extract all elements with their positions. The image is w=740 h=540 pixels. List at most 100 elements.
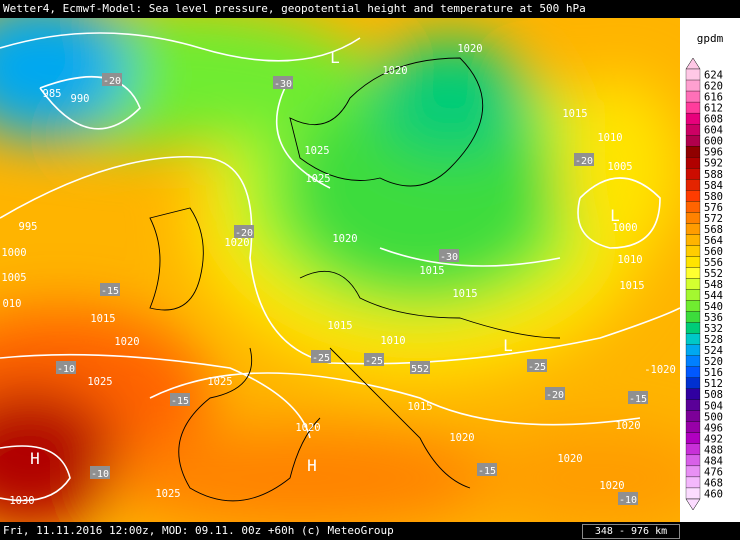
legend-level: 524	[704, 345, 723, 357]
legend-unit: gpdm	[697, 32, 724, 45]
legend-swatch	[685, 443, 701, 456]
temp-label: -15	[478, 466, 496, 477]
header-title: Wetter4, Ecmwf-Model: Sea level pressure…	[3, 2, 586, 15]
isobar-label: 1025	[304, 145, 329, 157]
isobar-label: 1020	[114, 336, 139, 348]
isobar-label: 1020	[224, 237, 249, 249]
legend-swatch	[685, 355, 701, 367]
legend-level: 584	[704, 180, 723, 192]
pressure-center: H	[307, 456, 317, 475]
isobar-label: 1000	[612, 222, 637, 234]
pressure-center: L	[503, 336, 513, 355]
map: 985 990 -20 -30 L 1020 1020 1025 1025 1015 1010 -20…	[0, 18, 680, 522]
temp-label: -10	[619, 495, 637, 506]
temp-label-box	[56, 361, 76, 374]
footer-text: Fri, 11.11.2016 12:00z, MOD: 09.11. 00z …	[3, 524, 394, 537]
legend-swatch	[685, 90, 701, 103]
legend-swatch	[685, 388, 701, 400]
legend-swatch	[685, 377, 701, 389]
legend-level: 608	[704, 114, 723, 126]
legend-swatch	[685, 476, 701, 489]
temp-label-box	[618, 492, 638, 505]
legend-level: 552	[704, 268, 723, 280]
isobar-label: 1010	[597, 132, 622, 144]
legend: gpdm 624 620 616 612 608 604 600 596 592 588 584 580…	[680, 18, 740, 522]
temp-label: -10	[91, 469, 109, 480]
isobar-label: 1010	[380, 335, 405, 347]
temp-label: -25	[528, 362, 546, 373]
legend-level: 496	[704, 422, 723, 434]
legend-level: 468	[704, 477, 723, 489]
legend-swatch	[685, 366, 701, 378]
temp-label-box	[410, 361, 430, 374]
legend-level: 556	[704, 257, 723, 269]
isobar-label: 1015	[90, 313, 115, 325]
isobar-label: 990	[71, 93, 90, 105]
legend-swatch	[685, 135, 701, 147]
legend-swatch	[685, 311, 701, 323]
legend-swatch	[685, 157, 701, 169]
legend-level: 476	[704, 466, 723, 478]
legend-level: 616	[704, 92, 723, 104]
legend-level: 532	[704, 323, 723, 335]
temp-label: -15	[171, 396, 189, 407]
isobar-label: 995	[19, 221, 38, 233]
pressure-center: H	[30, 449, 40, 468]
pressure-center: L	[330, 48, 340, 67]
isobar-label: 1025	[305, 173, 330, 185]
isobar-label: 1010	[617, 254, 642, 266]
isobar-label: 1025	[155, 488, 180, 500]
legend-level: 520	[704, 356, 723, 368]
legend-arrow-bottom	[685, 498, 701, 511]
legend-swatch	[685, 234, 701, 246]
legend-level: 620	[704, 81, 723, 93]
legend-level: 568	[704, 224, 723, 236]
legend-swatch	[685, 190, 701, 202]
legend-level: 576	[704, 202, 723, 214]
temp-label: -20	[546, 390, 564, 401]
legend-level: 484	[704, 455, 723, 467]
temp-label-box	[90, 466, 110, 479]
legend-level: 560	[704, 246, 723, 258]
temp-label-box	[170, 393, 190, 406]
isobar-label: 1020	[449, 432, 474, 444]
isobar-label: 1020	[332, 233, 357, 245]
legend-svg: gpdm 624620616612608604600596592588584580…	[685, 32, 724, 511]
isobar-label: 1015	[327, 320, 352, 332]
legend-level: 604	[704, 125, 723, 137]
temp-label: -10	[57, 364, 75, 375]
legend-level: 492	[704, 433, 723, 445]
legend-level: 612	[704, 103, 723, 115]
legend-swatch	[685, 112, 701, 125]
legend-level: 516	[704, 367, 723, 379]
scale-box: 348 - 976 km	[582, 524, 680, 539]
legend-level: 504	[704, 400, 723, 412]
temp-label: -30	[440, 252, 458, 263]
legend-swatch	[685, 344, 701, 356]
legend-swatch	[685, 454, 701, 467]
legend-swatch	[685, 101, 701, 114]
legend-level: 508	[704, 389, 723, 401]
legend-swatch	[685, 179, 701, 191]
legend-swatch	[685, 123, 701, 136]
isobar-label: 1015	[452, 288, 477, 300]
legend-level: 528	[704, 334, 723, 346]
temp-label-box	[628, 391, 648, 404]
temp-label-box	[527, 359, 547, 372]
isobar-label: 1005	[607, 161, 632, 173]
legend-level: 572	[704, 213, 723, 225]
legend-swatch	[685, 168, 701, 180]
legend-level: 500	[704, 411, 723, 423]
legend-swatch	[685, 146, 701, 158]
legend-level: 488	[704, 444, 723, 456]
temp-label-box	[102, 73, 122, 86]
temp-label: -25	[365, 356, 383, 367]
legend-swatch	[685, 267, 701, 279]
legend-level: 544	[704, 290, 723, 302]
temp-label: -20	[235, 228, 253, 239]
temp-label-box	[311, 350, 331, 363]
isobar-label: 1015	[562, 108, 587, 120]
legend-swatch	[685, 399, 701, 411]
legend-swatch	[685, 256, 701, 268]
